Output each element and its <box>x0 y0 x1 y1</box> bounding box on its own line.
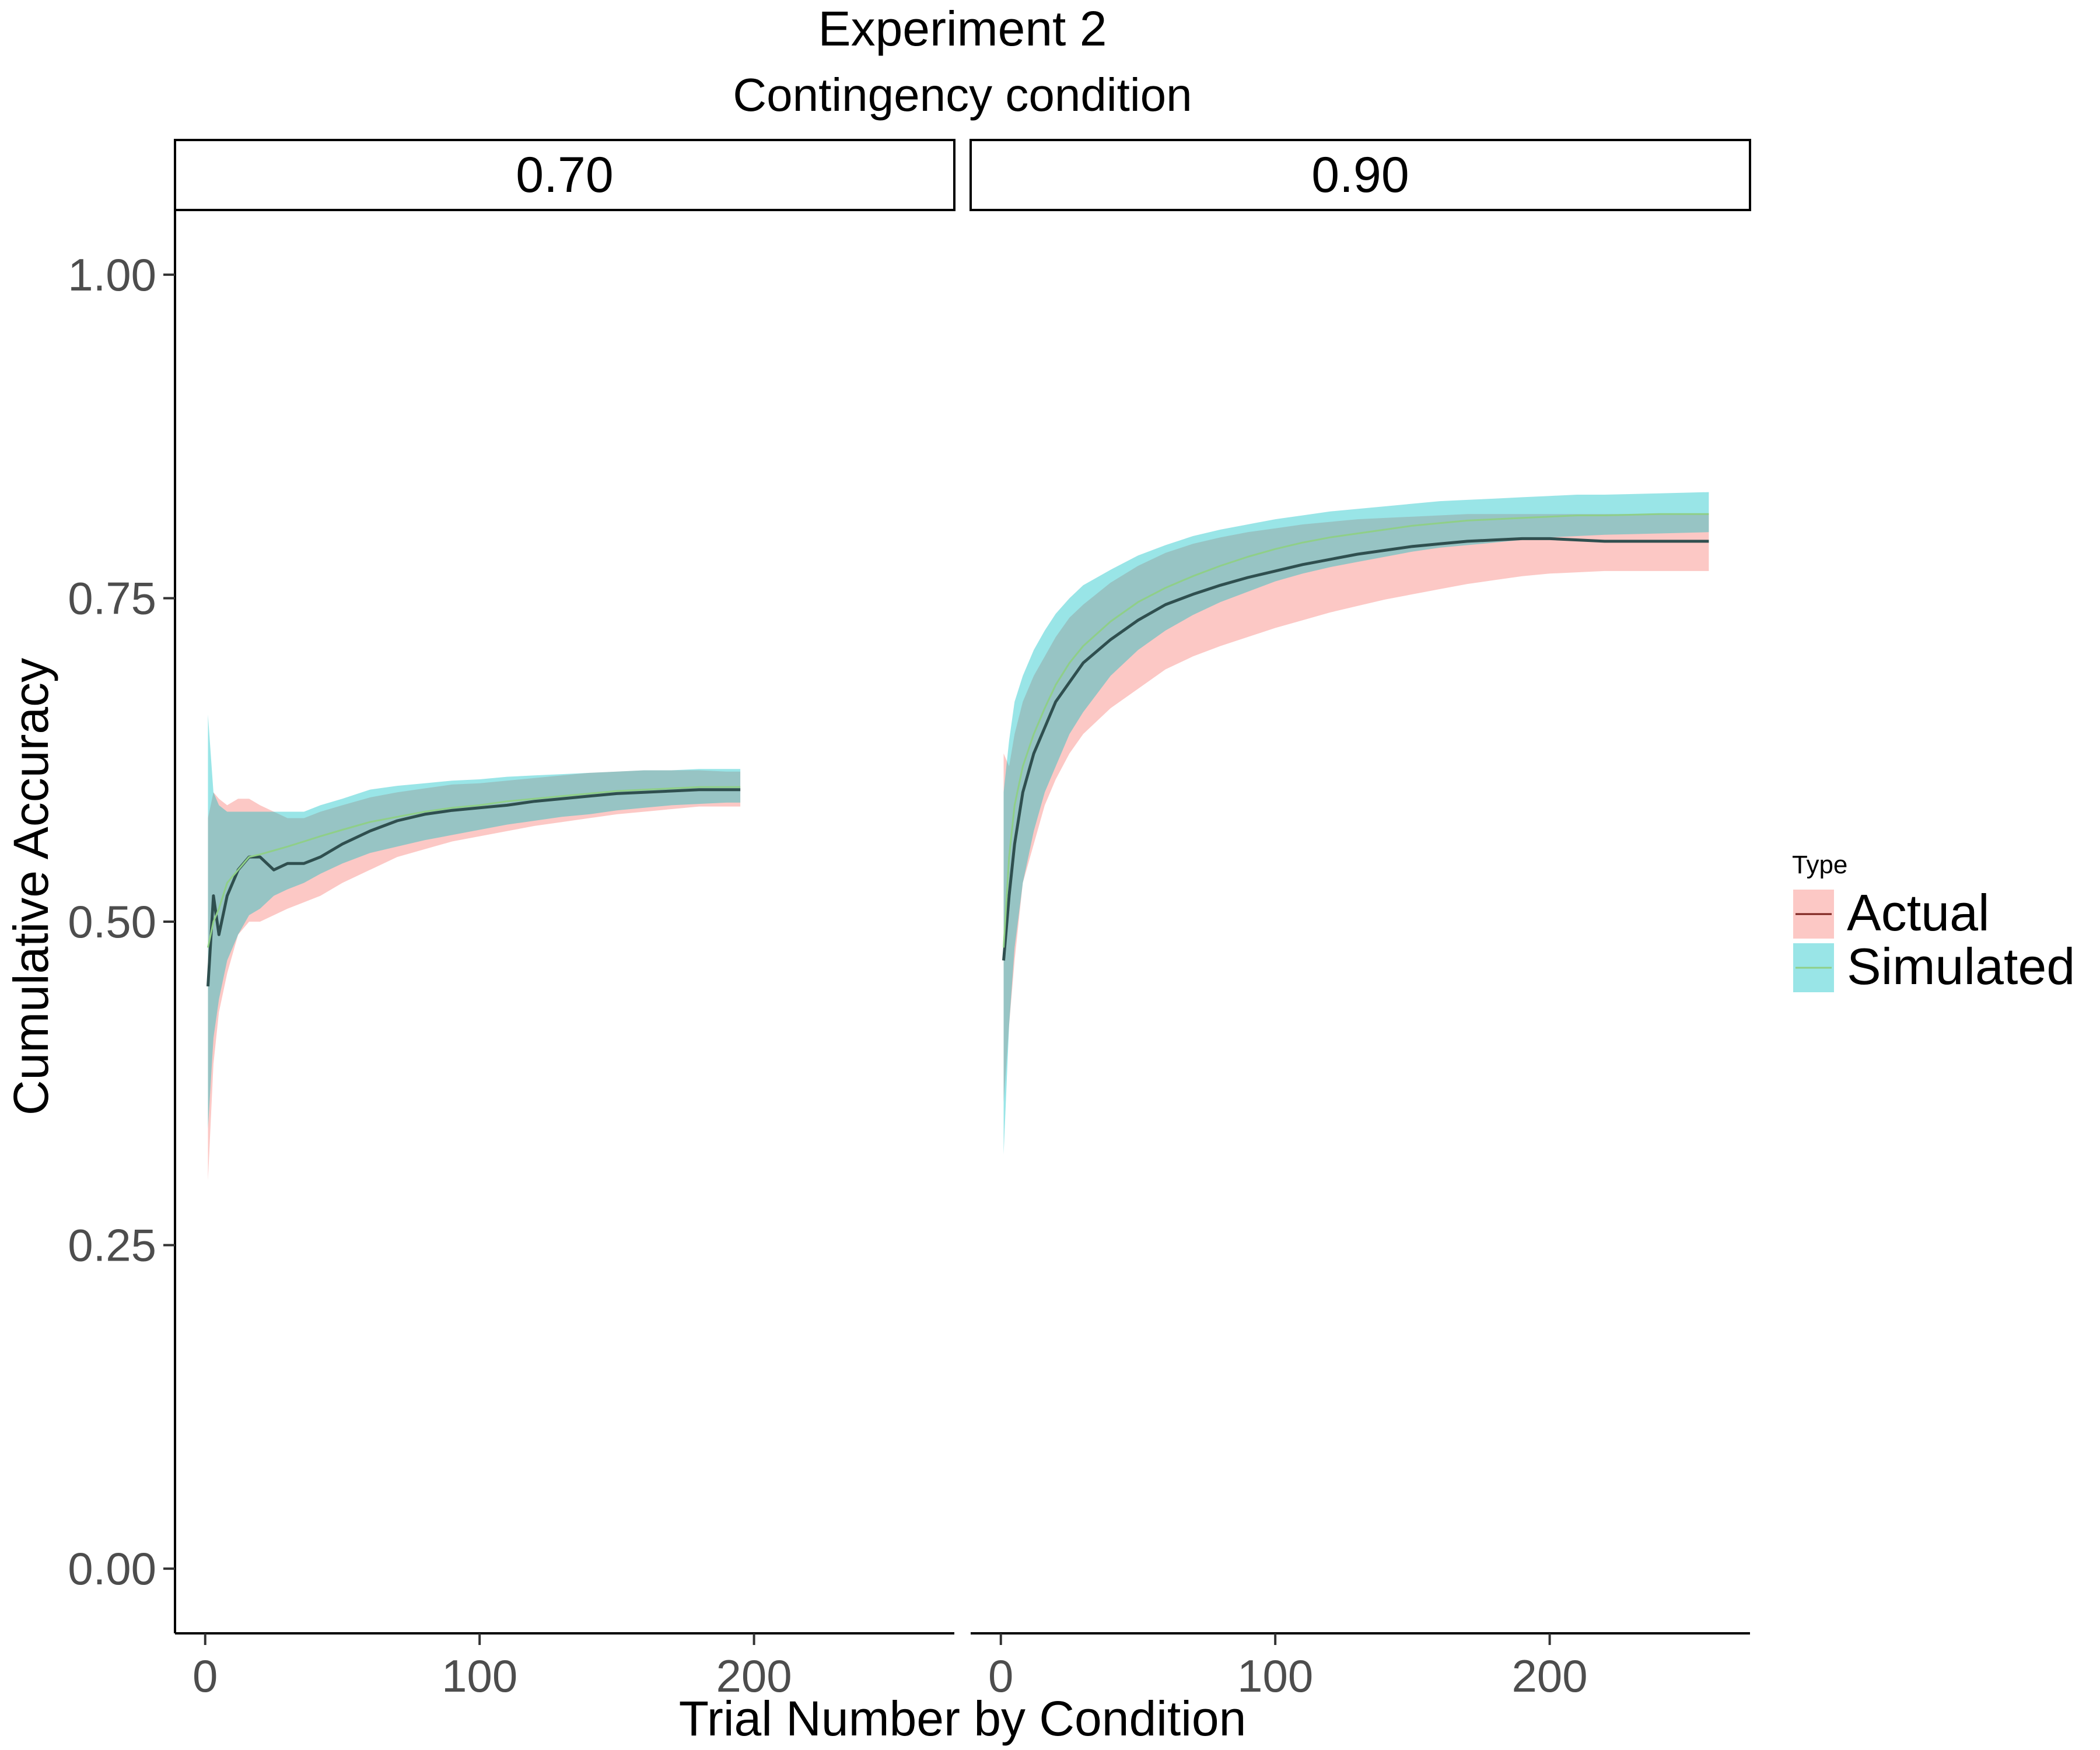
y-tick-label: 0.25 <box>68 1220 156 1271</box>
strip-box <box>174 139 956 211</box>
strip-label: 0.70 <box>516 147 613 203</box>
strip-box <box>970 139 1751 211</box>
x-axes: 0 100 200 0 100 200 <box>175 1632 1750 1702</box>
legend-label: Actual <box>1847 884 1990 942</box>
line-simulated <box>1003 513 1709 948</box>
line-simulated <box>207 786 741 948</box>
panel-1: 0.90 <box>970 139 1751 1155</box>
strip-label: 0.90 <box>1311 147 1409 203</box>
plot-area <box>1002 492 1709 1155</box>
ribbon-actual <box>208 770 741 1181</box>
x-tick-label: 200 <box>1512 1650 1588 1702</box>
legend-label: Simulated <box>1847 937 2075 995</box>
y-tick-label: 0.75 <box>68 572 156 624</box>
x-tick-label: 100 <box>442 1650 517 1702</box>
legend-title: Type <box>1792 850 1847 879</box>
y-tick-label: 0.00 <box>68 1543 156 1594</box>
ribbon-actual <box>1003 514 1709 1103</box>
y-tick-label: 0.50 <box>68 896 156 947</box>
y-axis: 0.00 0.25 0.50 0.75 1.00 <box>68 249 175 1594</box>
x-tick-label: 100 <box>1237 1650 1313 1702</box>
y-axis-label: Cumulative Accuracy <box>4 658 58 1115</box>
plot-area <box>174 210 741 1633</box>
ribbon-simulated <box>208 715 741 1129</box>
x-tick-label: 0 <box>192 1650 218 1702</box>
line-actual <box>1002 537 1709 961</box>
x-tick-label: 0 <box>988 1650 1013 1702</box>
chart-subtitle: Contingency condition <box>733 69 1192 121</box>
panel-0: 0.70 <box>174 139 956 1633</box>
chart-title: Experiment 2 <box>818 1 1107 56</box>
x-tick-label: 200 <box>716 1650 792 1702</box>
y-tick-label: 1.00 <box>68 249 156 300</box>
x-axis-label: Trial Number by Condition <box>679 1691 1247 1746</box>
